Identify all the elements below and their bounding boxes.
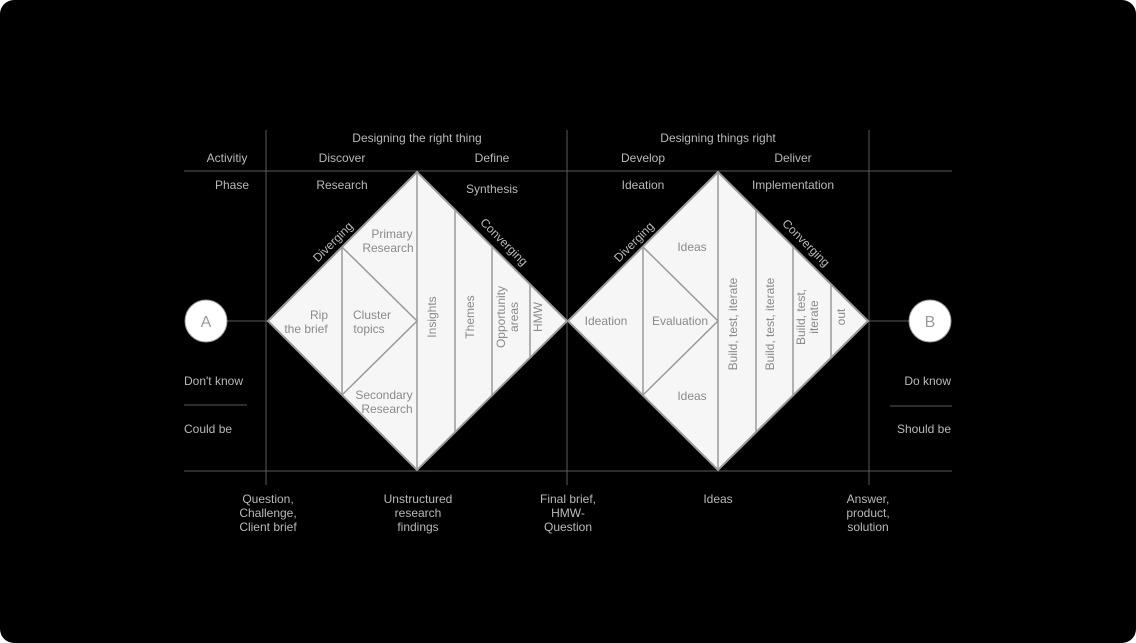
activity-define: Define	[475, 151, 510, 165]
rip-line-2: the brief	[284, 322, 328, 336]
diamond-develop-deliver	[566, 170, 870, 472]
cluster-line-1: Cluster	[353, 308, 391, 322]
group-label-right-thing: Designing the right thing	[352, 131, 481, 145]
phase-implementation: Implementation	[752, 178, 834, 192]
start-node	[184, 299, 228, 343]
grid-lines	[184, 130, 952, 485]
activity-discover: Discover	[319, 151, 366, 165]
group-label-things-right: Designing things right	[660, 131, 776, 145]
diamond-discover-define	[266, 170, 569, 472]
primary-line-2: Research	[362, 241, 413, 255]
evaluation-label: Evaluation	[652, 314, 708, 328]
out-label: out	[834, 308, 848, 325]
build-label-1: Build, test, iterate	[726, 277, 740, 370]
ideas-bottom-label: Ideas	[677, 389, 706, 403]
phase-research: Research	[316, 178, 367, 192]
build-label-2: Build, test, iterate	[763, 277, 777, 370]
activity-develop: Develop	[621, 151, 665, 165]
bottom-unstructured-line-3: findings	[397, 520, 438, 534]
cluster-line-2: topics	[353, 322, 384, 336]
phase-synthesis: Synthesis	[466, 182, 518, 196]
themes-label: Themes	[463, 295, 477, 338]
end-node	[908, 299, 952, 343]
build-label-3-line-1: Build, test,	[794, 289, 808, 345]
bottom-final-brief-line-1: Final brief,	[540, 492, 596, 506]
build-label-3-line-2: iterate	[807, 300, 821, 334]
bottom-final-brief-line-3: Question	[544, 520, 592, 534]
bottom-question-line-3: Client brief	[239, 520, 297, 534]
opportunity-line-2: areas	[507, 302, 521, 332]
activity-deliver: Deliver	[774, 151, 811, 165]
bottom-answer-line-3: solution	[847, 520, 888, 534]
insights-label: Insights	[425, 296, 439, 337]
do-know-label: Do know	[904, 374, 951, 388]
primary-line-1: Primary	[371, 227, 412, 241]
hmw-label: HMW	[531, 301, 545, 332]
start-node-label: A	[201, 314, 212, 331]
ideas-top-label: Ideas	[677, 240, 706, 254]
bottom-final-brief-line-2: HMW-	[551, 506, 585, 520]
bottom-question-line-1: Question,	[242, 492, 293, 506]
secondary-line-1: Secondary	[355, 388, 412, 402]
could-be-label: Could be	[184, 422, 232, 436]
should-be-label: Should be	[897, 422, 951, 436]
bottom-question-line-2: Challenge,	[239, 506, 296, 520]
bottom-unstructured-line-1: Unstructured	[384, 492, 453, 506]
phase-ideation: Ideation	[622, 178, 665, 192]
row-label-phase: Phase	[215, 178, 249, 192]
bottom-answer-line-1: Answer,	[847, 492, 890, 506]
bottom-unstructured-line-2: research	[395, 506, 442, 520]
row-label-activity: Activitiy	[207, 151, 248, 165]
opportunity-line-1: Opportunity	[494, 286, 508, 348]
rip-line-1: Rip	[310, 308, 328, 322]
end-node-label: B	[925, 314, 936, 331]
bottom-answer-line-2: product,	[846, 506, 889, 520]
ideation-inner-label: Ideation	[585, 314, 628, 328]
secondary-line-2: Research	[361, 402, 412, 416]
bottom-ideas: Ideas	[703, 492, 732, 506]
dont-know-label: Don't know	[184, 374, 243, 388]
